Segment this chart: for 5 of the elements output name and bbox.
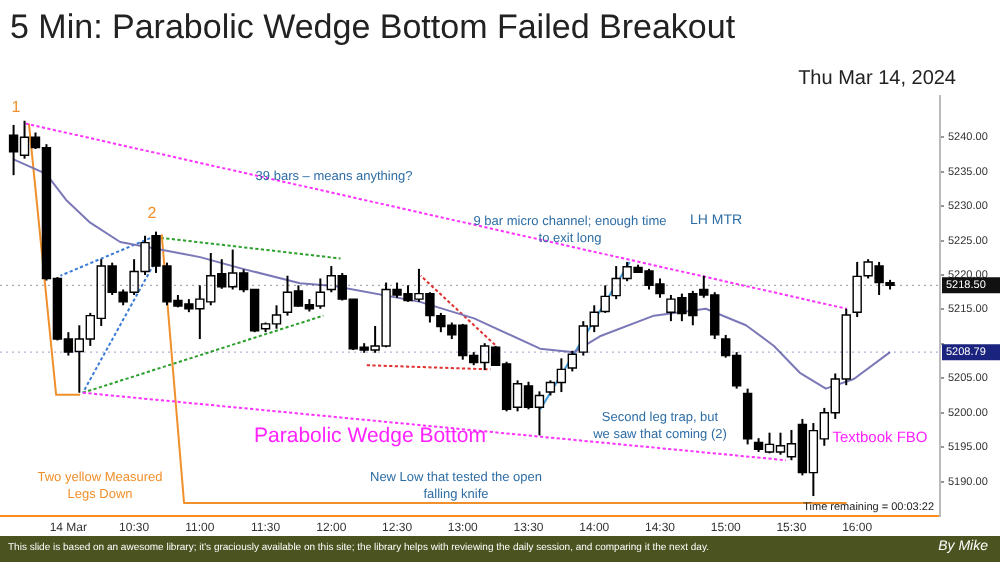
annotation: Parabolic Wedge Bottom [254, 423, 487, 448]
annotation: 1 [11, 98, 22, 117]
chart-subtitle: Thu Mar 14, 2024 [798, 68, 956, 90]
annotation: 2 [147, 204, 158, 223]
chart-title: 5 Min: Parabolic Wedge Bottom Failed Breakout [10, 8, 736, 48]
